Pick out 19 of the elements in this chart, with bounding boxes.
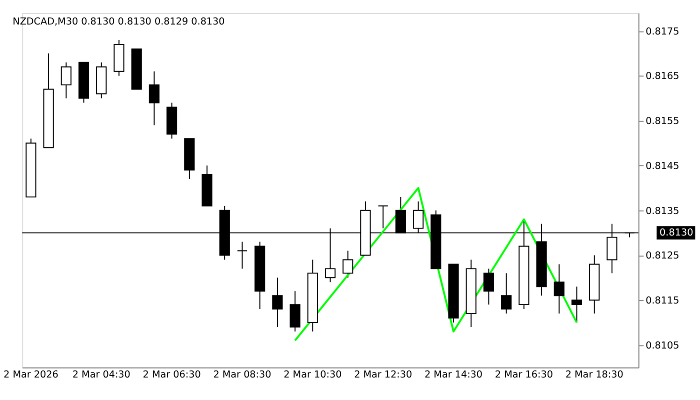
y-tick-label: 0.8115 bbox=[646, 295, 680, 306]
y-tick-label: 0.8165 bbox=[646, 71, 680, 82]
x-tick-label: 2 Mar 14:30 bbox=[424, 369, 483, 380]
y-tick-label: 0.8125 bbox=[646, 250, 680, 262]
x-tick-label: 2 Mar 16:30 bbox=[494, 369, 553, 380]
chart-title: NZDCAD,M30 0.8130 0.8130 0.8129 0.8130 bbox=[12, 16, 225, 28]
x-tick-label: 2 Mar 08:30 bbox=[213, 369, 272, 380]
x-tick-label: 2 Mar 2026 bbox=[4, 369, 58, 380]
y-tick-label: 0.8135 bbox=[646, 206, 680, 217]
y-tick-label: 0.8175 bbox=[646, 26, 680, 38]
y-tick-label: 0.8155 bbox=[646, 116, 680, 128]
x-tick-label: 2 Mar 18:30 bbox=[565, 369, 624, 380]
ref-line-label: 0.8130 bbox=[660, 228, 694, 239]
y-tick-label: 0.8105 bbox=[646, 340, 680, 352]
x-tick-label: 2 Mar 04:30 bbox=[72, 369, 130, 380]
x-tick-label: 2 Mar 12:30 bbox=[354, 369, 412, 380]
x-tick-label: 2 Mar 06:30 bbox=[142, 369, 201, 380]
x-tick-label: 2 Mar 10:30 bbox=[284, 369, 342, 380]
y-tick-label: 0.8145 bbox=[646, 160, 680, 172]
